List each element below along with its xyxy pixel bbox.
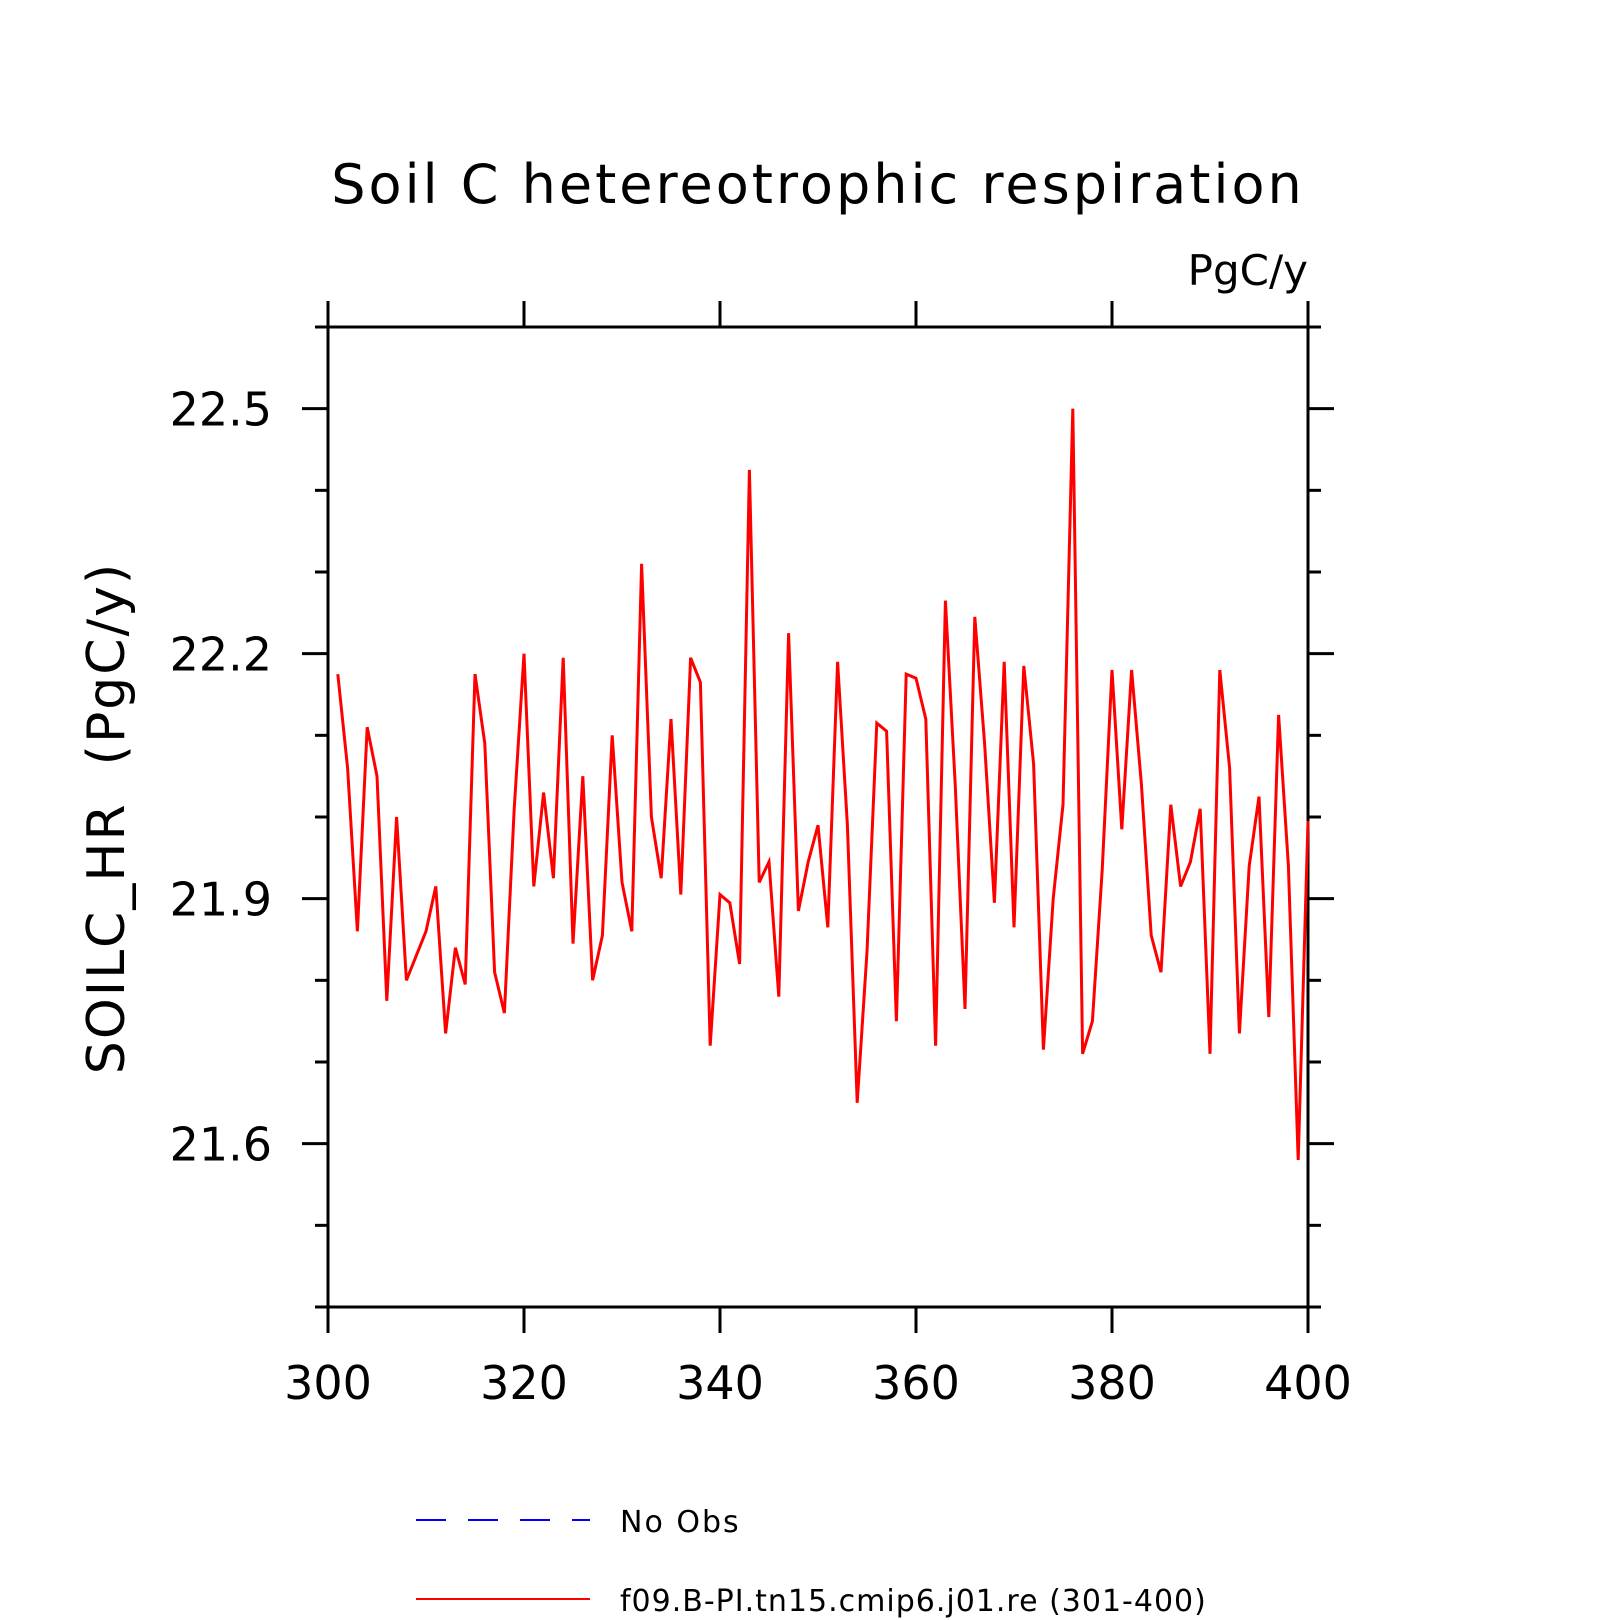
x-tick-label: 320 <box>480 1356 568 1410</box>
y-tick-label: 21.9 <box>170 873 272 927</box>
y-axis-tick-labels: 21.6 21.9 22.2 22.5 <box>170 383 272 1172</box>
units-label: PgC/y <box>1188 246 1308 295</box>
x-tick-label: 340 <box>676 1356 764 1410</box>
y-tick-label: 22.5 <box>170 383 272 437</box>
y-tick-label: 22.2 <box>170 628 272 682</box>
x-axis-ticks <box>326 301 1310 1333</box>
x-tick-label: 380 <box>1068 1356 1156 1410</box>
x-tick-label: 360 <box>872 1356 960 1410</box>
x-tick-label: 400 <box>1264 1356 1352 1410</box>
series-layer <box>336 408 1310 1161</box>
chart-title: Soil C hetereotrophic respiration <box>331 153 1304 216</box>
series-line <box>336 408 1310 1161</box>
x-tick-label: 300 <box>284 1356 372 1410</box>
plot-frame <box>326 325 1310 1309</box>
y-axis-label: SOILC_HR (PgC/y) <box>77 562 137 1074</box>
legend-label-model: f09.B-PI.tn15.cmip6.j01.re (301-400) <box>620 1584 1207 1619</box>
y-axis-ticks <box>302 325 1334 1309</box>
y-tick-label: 21.6 <box>170 1118 272 1172</box>
x-axis-tick-labels: 300 320 340 360 380 400 <box>284 1356 1352 1410</box>
legend-label-no-obs: No Obs <box>620 1505 741 1540</box>
legend: No Obs f09.B-PI.tn15.cmip6.j01.re (301-4… <box>416 1505 1207 1619</box>
